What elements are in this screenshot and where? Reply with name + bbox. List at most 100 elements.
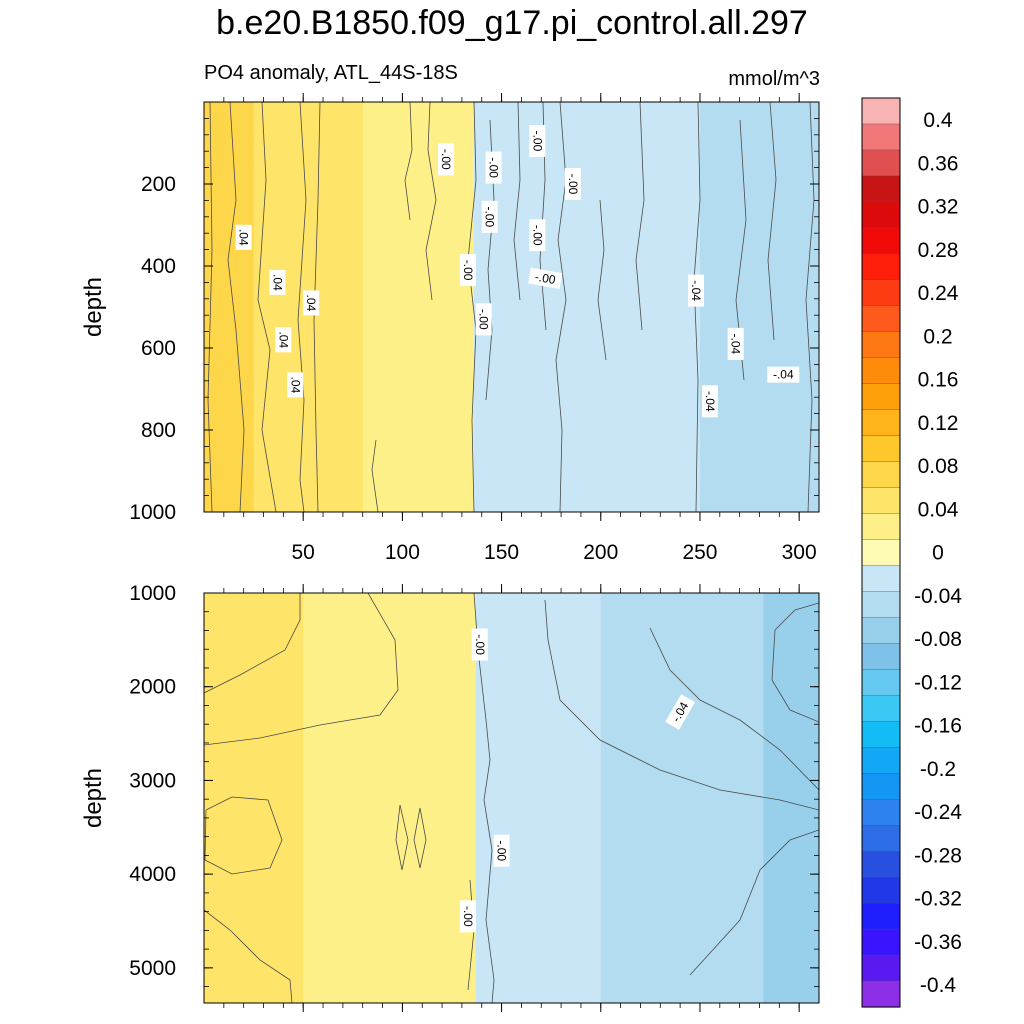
contour-label-bg: [493, 834, 510, 867]
colorbar-segment: [861, 409, 901, 437]
contour-label-text: -.00: [461, 260, 475, 281]
lower-fill-regions: [204, 593, 819, 1003]
fill-region: [362, 102, 475, 512]
colorbar-segment: [861, 850, 901, 878]
colorbar-segment: [861, 513, 901, 541]
colorbar-label: -0.16: [914, 715, 962, 738]
contour-label-bg: [528, 267, 563, 289]
contour-label: -.04: [767, 366, 800, 383]
contour-label: .04: [303, 290, 320, 316]
colorbar-label: 0.32: [918, 196, 959, 219]
contour-label-bg: [688, 274, 704, 307]
colorbar-segment: [861, 799, 901, 826]
y-tick-label: 600: [141, 337, 176, 360]
colorbar-label: 0.4: [923, 109, 953, 132]
colorbar-label: -0.28: [914, 844, 962, 867]
colorbar-segment: [861, 461, 901, 489]
colorbar-segment: [861, 279, 901, 307]
contour-line: [467, 102, 477, 512]
contour-label-bg: [701, 385, 718, 418]
contour-label-bg: [269, 269, 286, 295]
colorbar-label: 0: [932, 542, 944, 565]
contour-label-text: -.00: [461, 906, 475, 927]
x-tick-label: 250: [682, 541, 717, 564]
contour-line: [257, 102, 277, 512]
x-tick-label: 300: [782, 541, 817, 564]
colorbar-label: -0.36: [914, 931, 962, 954]
contour-label: -.00: [471, 628, 488, 661]
colorbar-label: 0.36: [918, 152, 959, 175]
colorbar-segment: [861, 954, 901, 982]
y-axis-title: depth: [80, 768, 107, 828]
colorbar-segment: [861, 695, 901, 722]
contour-label-text: -.00: [439, 149, 453, 170]
contour-label: -.04: [701, 385, 718, 418]
contour-line: [413, 807, 427, 869]
y-tick-label: 3000: [129, 769, 176, 792]
colorbar-label: 0.04: [918, 498, 959, 521]
colorbar-segment: [861, 980, 901, 1008]
contour-line: [404, 102, 413, 221]
lower-contour-lines: [204, 593, 819, 1003]
y-tick-label: 2000: [129, 676, 176, 699]
contour-label-text: -.00: [530, 225, 544, 246]
colorbar-segment: [861, 487, 901, 515]
colorbar-segment: [861, 383, 901, 411]
colorbar-segment: [861, 149, 901, 177]
contour-label: -.00: [529, 219, 546, 252]
contour-label: -.00: [475, 303, 492, 336]
contour-label: -.04: [688, 274, 704, 307]
upper-plot-frame: [203, 101, 820, 513]
colorbar-label: -0.12: [914, 671, 962, 694]
colorbar-label: -0.4: [920, 974, 957, 997]
colorbar-label: 0.08: [918, 455, 959, 478]
colorbar-segment: [861, 175, 901, 203]
contour-label: -.00: [565, 168, 581, 200]
fill-region: [475, 593, 602, 1003]
contour-line: [425, 102, 437, 301]
contour-label: .04: [269, 269, 286, 295]
y-tick-label: 1000: [129, 501, 176, 524]
upper-contour-lines: [207, 102, 815, 512]
contour-label-text: -.00: [495, 840, 509, 861]
y-tick-label: 800: [141, 419, 176, 442]
contour-label-text: .04: [288, 377, 302, 394]
lower-axes: 1000 2000 3000 4000 5000 depth: [80, 582, 819, 1012]
contour-label-bg: [665, 694, 696, 730]
fill-region: [600, 593, 764, 1003]
contour-label-text: -.00: [473, 634, 487, 655]
colorbar-segment: [861, 876, 901, 904]
contour-line: [204, 796, 283, 875]
lower-panel: -.00-.04-.00-.00 10002000300040005000dep…: [80, 582, 820, 1012]
contour-line: [204, 909, 293, 1003]
fill-region: [402, 593, 477, 1003]
x-tick-label: 150: [484, 541, 519, 564]
y-tick-label: 4000: [129, 863, 176, 886]
contour-label-bg: [438, 143, 455, 176]
colorbar-label: 0.28: [918, 239, 959, 262]
colorbar-label: -0.24: [914, 801, 962, 824]
contour-label: .04: [235, 224, 252, 250]
y-tick-label: 400: [141, 255, 176, 278]
contour-line: [689, 829, 819, 976]
x-tick-label: 100: [385, 541, 420, 564]
contour-label-text: -.00: [483, 206, 497, 227]
contour-line: [771, 602, 819, 723]
y-tick-label: 1000: [129, 582, 176, 605]
colorbar-frame: [861, 97, 901, 1008]
colorbar-segment: [861, 773, 901, 800]
colorbar-label: -0.04: [914, 585, 962, 608]
colorbar-label: 0.12: [918, 412, 959, 435]
contour-label-text: -.04: [773, 368, 794, 382]
contour-line: [805, 102, 815, 512]
contour-label-bg: [459, 254, 476, 287]
contour-line: [395, 804, 409, 871]
colorbar-segment: [861, 331, 901, 359]
contour-label: -.00: [481, 200, 498, 233]
units-label: mmol/m^3: [728, 68, 820, 90]
colorbar-segment: [861, 435, 901, 463]
fill-region: [763, 593, 819, 1003]
contour-line: [297, 102, 307, 512]
contour-line: [513, 102, 521, 301]
